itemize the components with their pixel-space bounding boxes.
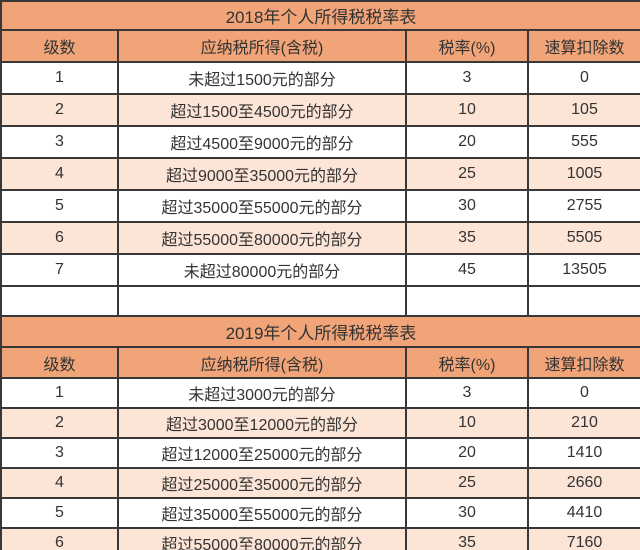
cell: 7160 — [526, 527, 640, 550]
cell: 超过12000至25000元的部分 — [117, 437, 407, 469]
table-title: 2018年个人所得税税率表 — [0, 0, 640, 31]
cell: 超过1500至4500元的部分 — [117, 93, 407, 127]
table-row: 2 超过1500至4500元的部分 10 105 — [0, 93, 640, 127]
cell: 未超过80000元的部分 — [117, 253, 407, 287]
cell: 4 — [0, 157, 119, 191]
cell — [526, 285, 640, 317]
cell: 超过25000至35000元的部分 — [117, 467, 407, 499]
cell: 20 — [405, 437, 529, 469]
cell: 35 — [405, 527, 529, 550]
column-header: 应纳税所得(含税) — [117, 29, 407, 63]
table-title-row: 2018年个人所得税税率表 — [0, 0, 640, 31]
cell: 1410 — [526, 437, 640, 469]
table-row: 1 未超过3000元的部分 3 0 — [0, 377, 640, 409]
cell: 6 — [0, 527, 119, 550]
table-row: 4 超过25000至35000元的部分 25 2660 — [0, 467, 640, 499]
table-row: 7 未超过80000元的部分 45 13505 — [0, 253, 640, 287]
column-header-row: 级数 应纳税所得(含税) 税率(%) 速算扣除数 — [0, 346, 640, 379]
table-row: 6 超过55000至80000元的部分 35 5505 — [0, 221, 640, 255]
cell: 5505 — [526, 221, 640, 255]
table-row: 3 超过4500至9000元的部分 20 555 — [0, 125, 640, 159]
cell: 超过35000至55000元的部分 — [117, 497, 407, 529]
column-header: 应纳税所得(含税) — [117, 346, 407, 379]
table-row: 6 超过55000至80000元的部分 35 7160 — [0, 527, 640, 550]
cell: 超过55000至80000元的部分 — [117, 527, 407, 550]
cell: 2660 — [526, 467, 640, 499]
column-header: 级数 — [0, 29, 119, 63]
cell: 超过4500至9000元的部分 — [117, 125, 407, 159]
cell — [405, 285, 529, 317]
cell: 35 — [405, 221, 529, 255]
cell: 4 — [0, 467, 119, 499]
cell: 5 — [0, 189, 119, 223]
cell: 3 — [405, 61, 529, 95]
cell: 1 — [0, 61, 119, 95]
cell: 10 — [405, 407, 529, 439]
cell: 3 — [0, 437, 119, 469]
cell: 25 — [405, 467, 529, 499]
table-row: 2 超过3000至12000元的部分 10 210 — [0, 407, 640, 439]
column-header-row: 级数 应纳税所得(含税) 税率(%) 速算扣除数 — [0, 29, 640, 63]
cell: 1 — [0, 377, 119, 409]
table-row: 3 超过12000至25000元的部分 20 1410 — [0, 437, 640, 469]
cell: 未超过3000元的部分 — [117, 377, 407, 409]
cell: 6 — [0, 221, 119, 255]
table-row: 1 未超过1500元的部分 3 0 — [0, 61, 640, 95]
column-header: 税率(%) — [405, 346, 529, 379]
cell: 超过55000至80000元的部分 — [117, 221, 407, 255]
table-row: 4 超过9000至35000元的部分 25 1005 — [0, 157, 640, 191]
cell — [117, 285, 407, 317]
cell: 0 — [526, 377, 640, 409]
empty-row — [0, 285, 640, 317]
cell: 210 — [526, 407, 640, 439]
column-header: 税率(%) — [405, 29, 529, 63]
cell: 7 — [0, 253, 119, 287]
cell: 1005 — [526, 157, 640, 191]
cell: 5 — [0, 497, 119, 529]
cell: 25 — [405, 157, 529, 191]
table-row: 5 超过35000至55000元的部分 30 2755 — [0, 189, 640, 223]
column-header: 级数 — [0, 346, 119, 379]
cell: 未超过1500元的部分 — [117, 61, 407, 95]
cell: 超过3000至12000元的部分 — [117, 407, 407, 439]
cell: 超过35000至55000元的部分 — [117, 189, 407, 223]
cell: 3 — [0, 125, 119, 159]
cell: 20 — [405, 125, 529, 159]
cell: 2 — [0, 93, 119, 127]
table-title: 2019年个人所得税税率表 — [0, 315, 640, 348]
column-header: 速算扣除数 — [526, 346, 640, 379]
cell: 2 — [0, 407, 119, 439]
cell: 13505 — [526, 253, 640, 287]
table-title-row: 2019年个人所得税税率表 — [0, 315, 640, 348]
cell — [0, 285, 119, 317]
cell: 超过9000至35000元的部分 — [117, 157, 407, 191]
cell: 45 — [405, 253, 529, 287]
cell: 3 — [405, 377, 529, 409]
table-row: 5 超过35000至55000元的部分 30 4410 — [0, 497, 640, 529]
cell: 105 — [526, 93, 640, 127]
column-header: 速算扣除数 — [526, 29, 640, 63]
cell: 0 — [526, 61, 640, 95]
cell: 30 — [405, 497, 529, 529]
cell: 2755 — [526, 189, 640, 223]
cell: 555 — [526, 125, 640, 159]
cell: 30 — [405, 189, 529, 223]
cell: 4410 — [526, 497, 640, 529]
cell: 10 — [405, 93, 529, 127]
